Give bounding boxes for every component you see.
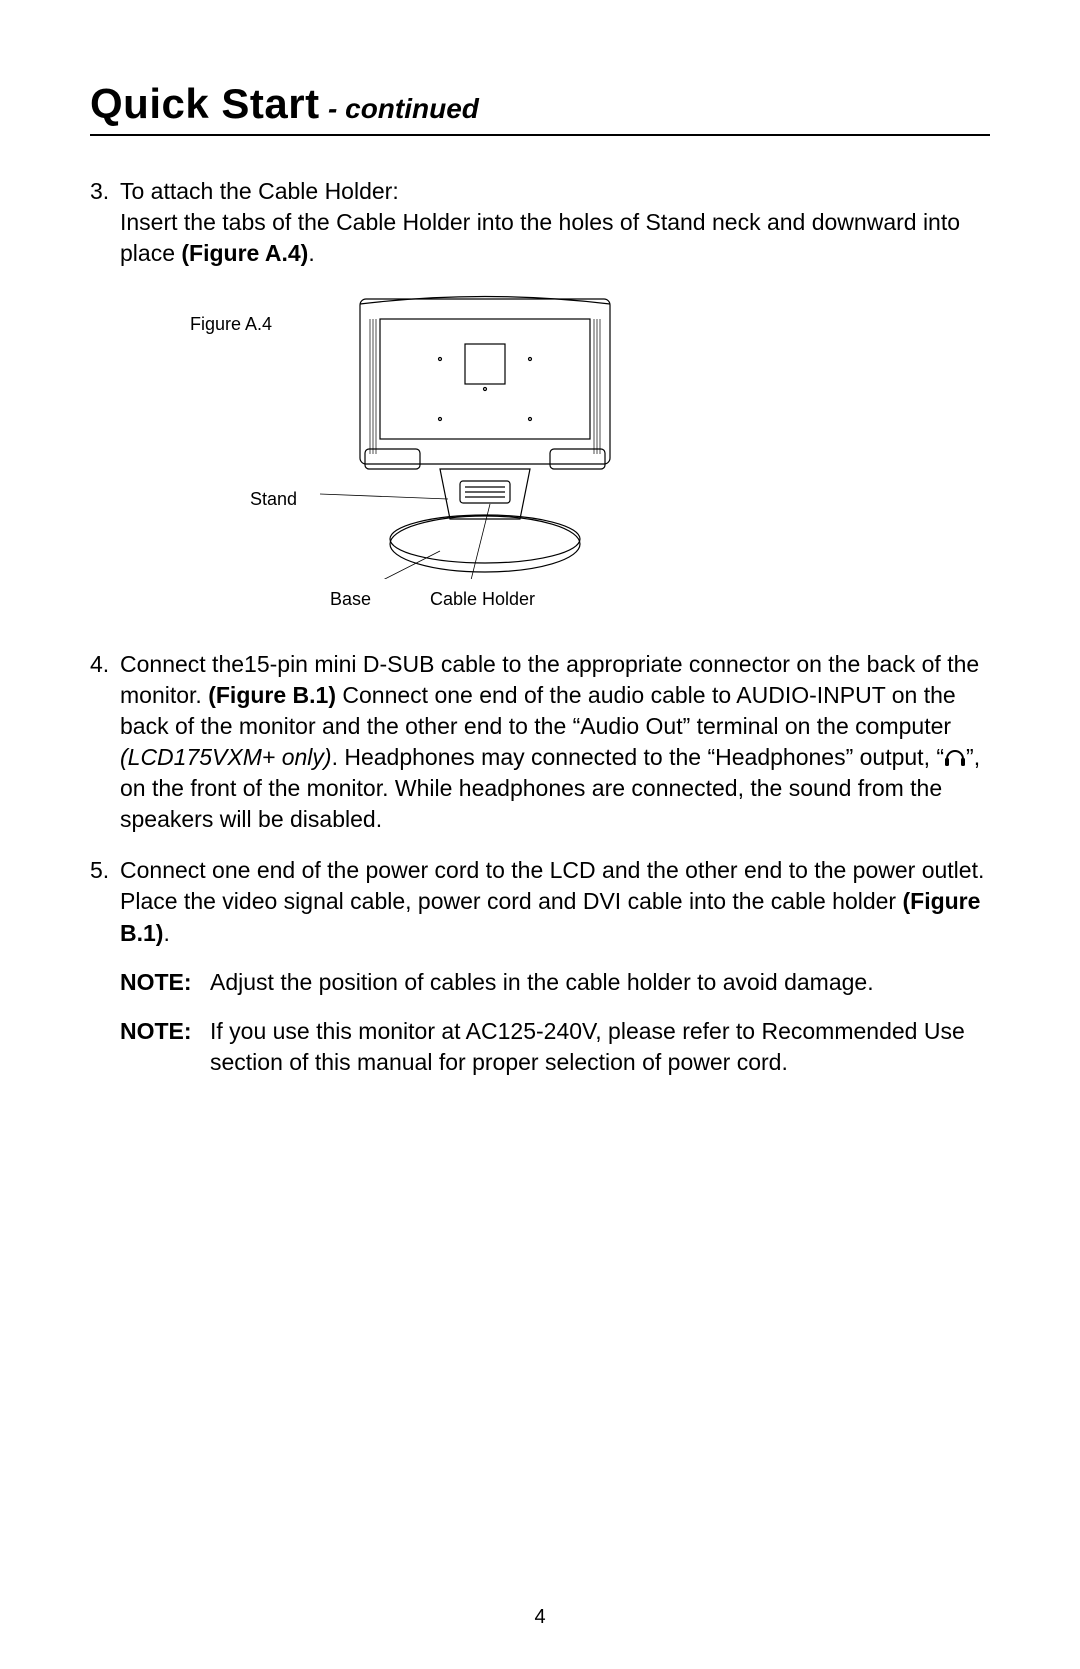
headphones-icon xyxy=(944,744,966,762)
step-5-t1: Connect one end of the power cord to the… xyxy=(120,857,984,914)
step-4-number: 4. xyxy=(90,649,120,835)
heading-sub: - continued xyxy=(328,93,479,124)
manual-page: Quick Start - continued 3. To attach the… xyxy=(0,0,1080,1669)
figure-caption: Figure A.4 xyxy=(190,314,272,335)
figure-a4: Figure A.4 Stand Base Cable Holder xyxy=(90,289,990,619)
figure-label-base: Base xyxy=(330,589,371,610)
note-1-body: Adjust the position of cables in the cab… xyxy=(210,967,990,998)
step-4-body: Connect the15-pin mini D-SUB cable to th… xyxy=(120,649,990,835)
page-heading: Quick Start - continued xyxy=(90,80,990,136)
step-5-body: Connect one end of the power cord to the… xyxy=(120,855,990,1077)
step-3: 3. To attach the Cable Holder: Insert th… xyxy=(90,176,990,269)
note-1: NOTE: Adjust the position of cables in t… xyxy=(120,967,990,998)
figure-label-holder: Cable Holder xyxy=(430,589,535,610)
heading-main: Quick Start xyxy=(90,80,320,127)
figure-label-stand: Stand xyxy=(250,489,297,510)
step-4-figref: (Figure B.1) xyxy=(208,682,336,708)
step-4-model: (LCD175VXM+ only) xyxy=(120,744,332,770)
step-4-t3: . Headphones may connected to the “Headp… xyxy=(332,744,944,770)
step-3-number: 3. xyxy=(90,176,120,269)
note-1-label: NOTE: xyxy=(120,967,210,998)
step-4: 4. Connect the15-pin mini D-SUB cable to… xyxy=(90,649,990,835)
note-2-label: NOTE: xyxy=(120,1016,210,1078)
note-2-body: If you use this monitor at AC125-240V, p… xyxy=(210,1016,990,1078)
step-3-period: . xyxy=(308,240,314,266)
page-number: 4 xyxy=(0,1606,1080,1629)
step-5: 5. Connect one end of the power cord to … xyxy=(90,855,990,1077)
monitor-illustration xyxy=(320,289,650,579)
step-3-line1: To attach the Cable Holder: xyxy=(120,178,399,204)
note-2: NOTE: If you use this monitor at AC125-2… xyxy=(120,1016,990,1078)
step-5-period: . xyxy=(163,920,169,946)
step-5-number: 5. xyxy=(90,855,120,1077)
step-3-body: To attach the Cable Holder: Insert the t… xyxy=(120,176,990,269)
step-3-figref: (Figure A.4) xyxy=(181,240,308,266)
